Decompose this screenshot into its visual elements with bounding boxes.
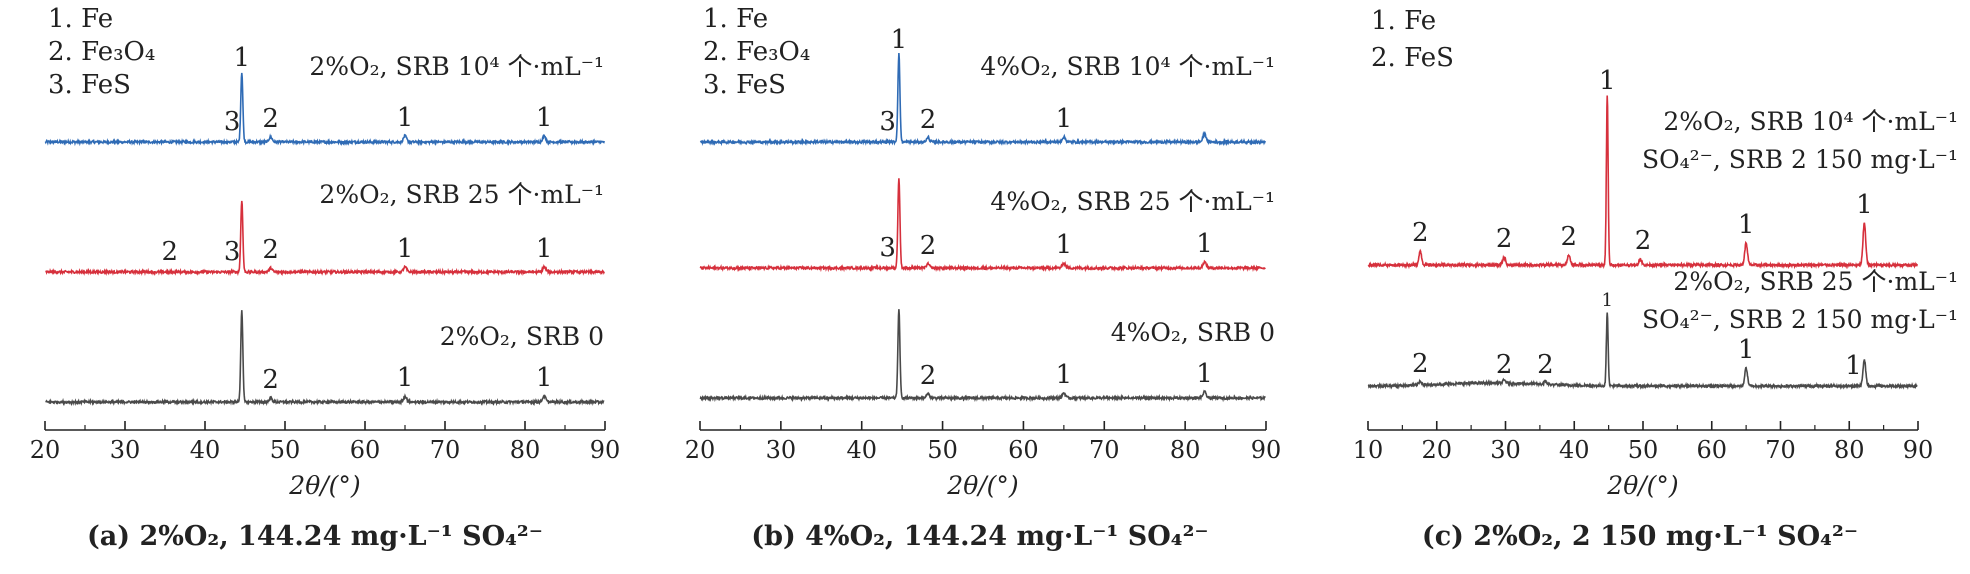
peak-marker: 3	[879, 107, 896, 137]
peak-marker: 2	[262, 104, 279, 134]
peak-marker: 1	[1196, 359, 1213, 389]
peak-marker: 1	[397, 103, 414, 133]
series-line	[45, 200, 605, 277]
x-tick-label: 60	[1696, 436, 1727, 464]
peak-marker: 1	[1845, 351, 1862, 381]
peak-marker: 1	[397, 234, 414, 264]
peak-marker: 1	[234, 43, 251, 73]
x-axis-label: 2θ/(°)	[288, 471, 360, 500]
x-tick-label: 40	[1559, 436, 1590, 464]
panel-caption: (a) 2%O₂, 144.24 mg·L⁻¹ SO₄²⁻	[87, 521, 543, 552]
series-label: 2%O₂, SRB 25 个·mL⁻¹	[1673, 267, 1958, 296]
x-tick-label: 60	[350, 436, 381, 464]
peak-marker: 2	[262, 365, 279, 395]
series-label: 4%O₂, SRB 25 个·mL⁻¹	[990, 187, 1275, 216]
legend-entry: 3. FeS	[48, 70, 131, 100]
peak-marker: 1	[1738, 210, 1755, 240]
x-tick-label: 30	[1490, 436, 1521, 464]
x-tick-label: 70	[1089, 436, 1120, 464]
x-tick-label: 60	[1008, 436, 1039, 464]
peak-marker: 1	[1602, 290, 1613, 311]
series-label: 4%O₂, SRB 10⁴ 个·mL⁻¹	[980, 52, 1275, 81]
peak-marker: 1	[1599, 66, 1616, 96]
x-tick-label: 50	[927, 436, 958, 464]
series-label: 2%O₂, SRB 10⁴ 个·mL⁻¹	[309, 52, 604, 81]
x-tick-label: 80	[510, 436, 541, 464]
peak-marker: 1	[536, 234, 553, 264]
x-tick-label: 20	[1421, 436, 1452, 464]
peak-marker: 1	[536, 103, 553, 133]
x-tick-label: 50	[1628, 436, 1659, 464]
legend-entry: 1. Fe	[703, 4, 768, 34]
peak-marker: 1	[1196, 229, 1213, 259]
series-label-line2: SO₄²⁻, SRB 2 150 mg·L⁻¹	[1642, 305, 1958, 334]
x-tick-label: 40	[846, 436, 877, 464]
x-tick-label: 10	[1353, 436, 1384, 464]
series-label: 4%O₂, SRB 0	[1111, 318, 1275, 347]
peak-marker: 1	[1738, 335, 1755, 365]
series-line	[1367, 95, 1919, 270]
peak-marker: 1	[1056, 360, 1073, 390]
legend-entry: 2. Fe₃O₄	[48, 37, 155, 67]
series-label: 2%O₂, SRB 25 个·mL⁻¹	[319, 180, 604, 209]
series-line	[699, 53, 1266, 147]
peak-marker: 3	[879, 233, 896, 263]
x-axis-label: 2θ/(°)	[946, 471, 1018, 500]
x-axis-label: 2θ/(°)	[1606, 471, 1678, 500]
legend-entry: 1. Fe	[48, 4, 113, 34]
peak-marker: 2	[162, 237, 179, 267]
series-line	[44, 72, 605, 147]
peak-marker: 1	[397, 363, 414, 393]
series-line	[699, 178, 1266, 273]
series-label: 2%O₂, SRB 10⁴ 个·mL⁻¹	[1663, 107, 1958, 136]
series-line	[45, 310, 605, 407]
x-tick-label: 20	[30, 436, 61, 464]
peak-marker: 3	[224, 107, 241, 137]
peak-marker: 1	[1056, 104, 1073, 134]
peak-marker: 2	[1412, 218, 1429, 248]
series-line	[1367, 312, 1918, 391]
legend-entry: 2. FeS	[1371, 43, 1454, 73]
x-tick-label: 70	[430, 436, 461, 464]
peak-marker: 2	[1412, 349, 1429, 379]
peak-marker: 2	[920, 105, 937, 135]
x-tick-label: 30	[766, 436, 797, 464]
x-tick-label: 90	[590, 436, 621, 464]
peak-marker: 1	[1856, 190, 1873, 220]
peak-marker: 2	[920, 361, 937, 391]
x-tick-label: 30	[110, 436, 141, 464]
legend-entry: 1. Fe	[1371, 6, 1436, 36]
x-tick-label: 70	[1765, 436, 1796, 464]
legend-entry: 2. Fe₃O₄	[703, 37, 810, 67]
x-tick-label: 50	[270, 436, 301, 464]
peak-marker: 1	[536, 363, 553, 393]
peak-marker: 2	[1635, 226, 1652, 256]
x-tick-label: 80	[1170, 436, 1201, 464]
peak-marker: 2	[1537, 350, 1554, 380]
peak-marker: 2	[1496, 224, 1513, 254]
peak-marker: 2	[1496, 350, 1513, 380]
peak-marker: 1	[891, 25, 908, 55]
series-label-line2: SO₄²⁻, SRB 2 150 mg·L⁻¹	[1642, 145, 1958, 174]
panel-caption: (c) 2%O₂, 2 150 mg·L⁻¹ SO₄²⁻	[1422, 521, 1858, 552]
peak-marker: 1	[1056, 230, 1073, 260]
legend-entry: 3. FeS	[703, 70, 786, 100]
x-tick-label: 90	[1251, 436, 1282, 464]
series-label: 2%O₂, SRB 0	[440, 322, 604, 351]
panel-caption: (b) 4%O₂, 144.24 mg·L⁻¹ SO₄²⁻	[751, 521, 1208, 552]
x-tick-label: 40	[190, 436, 221, 464]
x-tick-label: 90	[1903, 436, 1934, 464]
peak-marker: 2	[262, 235, 279, 265]
peak-marker: 3	[224, 237, 241, 267]
x-tick-label: 80	[1834, 436, 1865, 464]
series-line	[699, 309, 1266, 403]
peak-marker: 2	[920, 231, 937, 261]
peak-marker: 2	[1560, 222, 1577, 252]
x-tick-label: 20	[685, 436, 716, 464]
